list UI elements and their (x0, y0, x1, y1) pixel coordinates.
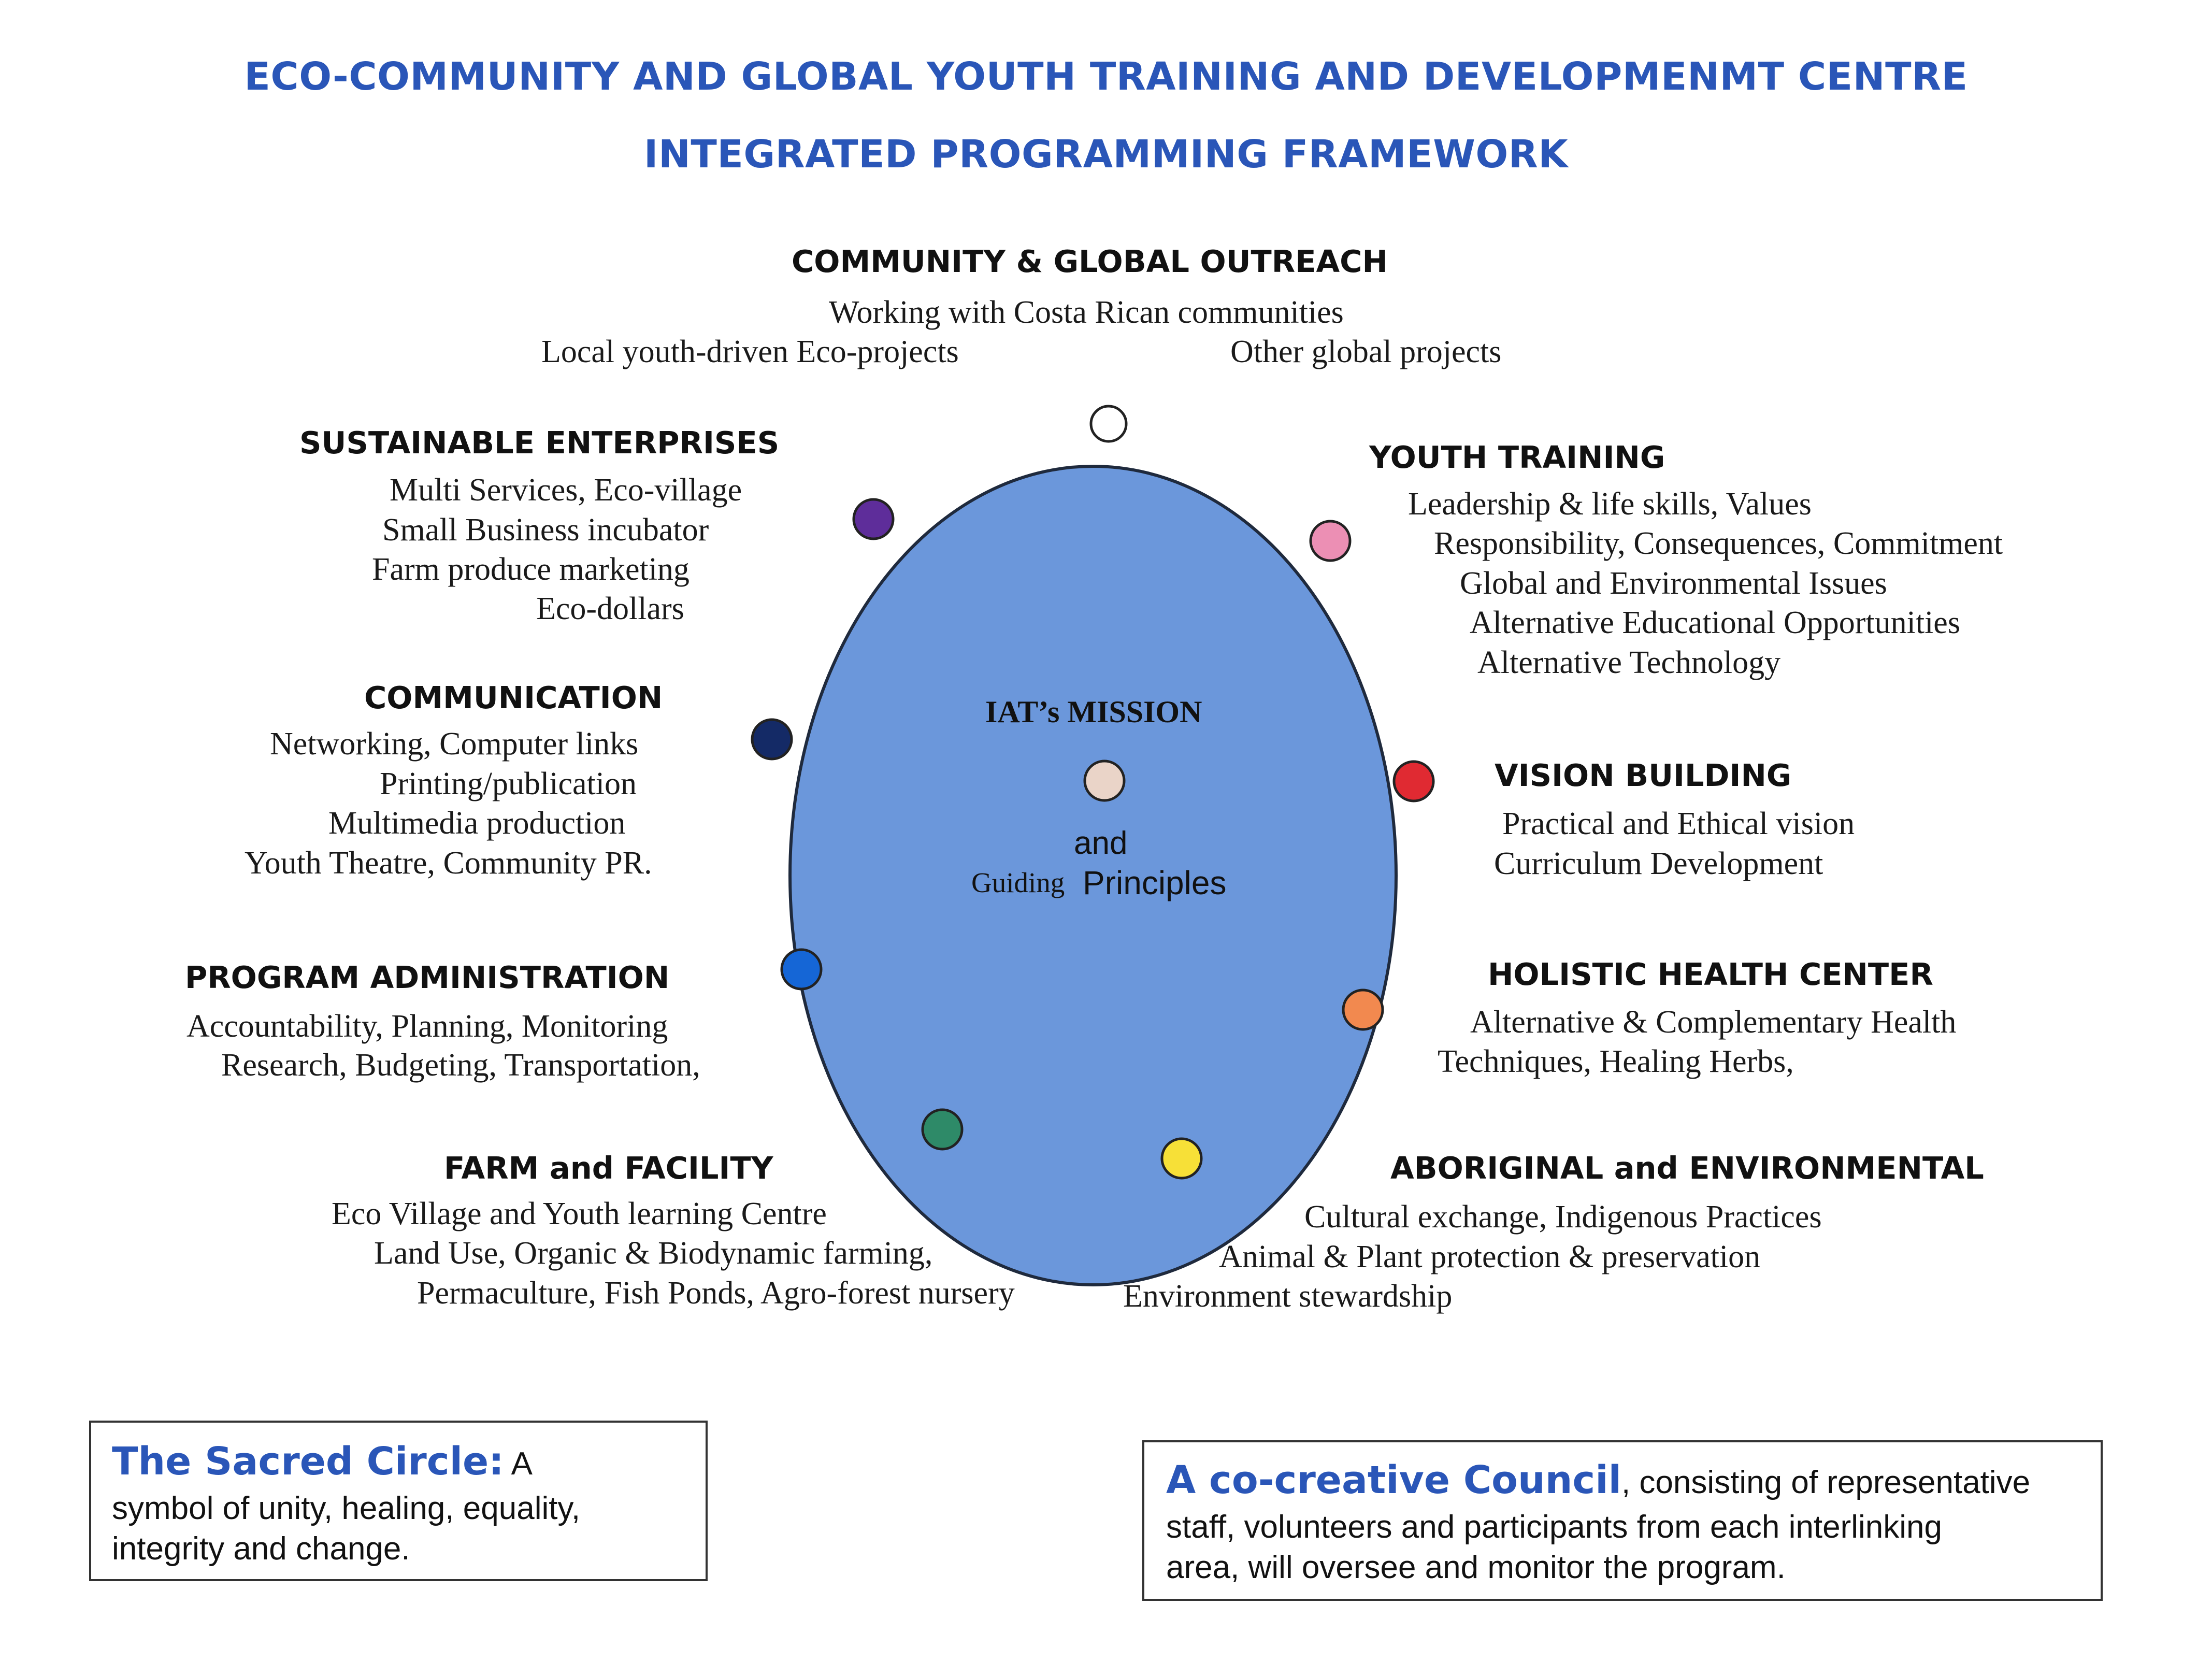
mission-label: IAT’s MISSION (985, 695, 1202, 729)
dot-mission-center (1083, 760, 1126, 802)
health-item: Techniques, Healing Herbs, (1438, 1044, 1794, 1079)
farm-heading: FARM and FACILITY (444, 1150, 773, 1186)
sacred-line-3: integrity and change. (112, 1531, 410, 1567)
sacred-circle-title: The Sacred Circle: (112, 1439, 504, 1484)
communication-item: Youth Theatre, Community PR. (245, 846, 652, 881)
principles-label: Principles (1083, 864, 1227, 901)
aboriginal-item: Environment stewardship (1123, 1279, 1453, 1314)
council-line-1-rest: , consisting of representative (1621, 1465, 2031, 1500)
farm-item: Eco Village and Youth learning Centre (332, 1196, 827, 1231)
sacred-line-2: symbol of unity, healing, equality, (112, 1491, 581, 1526)
enterprises-item: Eco-dollars (536, 591, 684, 626)
youth-item: Leadership & life skills, Values (1408, 486, 1812, 522)
farm-item: Land Use, Organic & Biodynamic farming, (374, 1236, 933, 1271)
enterprises-item: Small Business incubator (382, 512, 709, 548)
council-box: A co-creative Council, consisting of rep… (1142, 1440, 2103, 1601)
youth-item: Alternative Educational Opportunities (1470, 605, 1960, 640)
aboriginal-item: Animal & Plant protection & preservation (1219, 1239, 1761, 1274)
dot-youth-training (1309, 520, 1352, 562)
sacred-circle-box: The Sacred Circle: A symbol of unity, he… (89, 1421, 708, 1581)
enterprises-item: Farm produce marketing (372, 552, 690, 587)
guiding-label: Guiding (971, 867, 1065, 898)
outreach-item: Local youth-driven Eco-projects (541, 334, 959, 369)
dot-aboriginal-environmental (1160, 1137, 1203, 1180)
health-heading: HOLISTIC HEALTH CENTER (1488, 956, 1933, 992)
subtitle: INTEGRATED PROGRAMMING FRAMEWORK (643, 132, 1569, 177)
dot-community-outreach (1089, 405, 1128, 443)
dot-farm-facility (921, 1108, 964, 1151)
communication-item: Printing/publication (380, 766, 637, 801)
health-item: Alternative & Complementary Health (1470, 1005, 1957, 1040)
communication-item: Networking, Computer links (270, 726, 639, 762)
council-line-3: area, will oversee and monitor the progr… (1166, 1550, 1786, 1585)
council-line-2: staff, volunteers and participants from … (1166, 1509, 1942, 1545)
vision-heading: VISION BUILDING (1495, 757, 1792, 793)
youth-item: Responsibility, Consequences, Commitment (1434, 526, 2003, 561)
communication-item: Multimedia production (328, 806, 626, 841)
enterprises-item: Multi Services, Eco-village (390, 472, 742, 508)
sacred-line-1-rest: A (504, 1446, 533, 1482)
and-label: and (1074, 825, 1128, 861)
youth-item: Alternative Technology (1477, 645, 1781, 680)
vision-item: Curriculum Development (1494, 846, 1823, 881)
youth-item: Global and Environmental Issues (1460, 566, 1887, 601)
dot-sustainable-enterprises (852, 498, 895, 540)
dot-vision-building (1392, 760, 1435, 803)
administration-item: Research, Budgeting, Transportation, (221, 1048, 700, 1083)
vision-item: Practical and Ethical vision (1502, 806, 1855, 841)
dot-holistic-health (1342, 988, 1384, 1031)
main-title: ECO-COMMUNITY AND GLOBAL YOUTH TRAINING … (244, 54, 1968, 99)
outreach-heading: COMMUNITY & GLOBAL OUTREACH (792, 243, 1388, 279)
sacred-line-1: The Sacred Circle: A (112, 1439, 533, 1484)
council-title: A co-creative Council (1166, 1458, 1621, 1502)
outreach-item: Working with Costa Rican communities (829, 295, 1344, 330)
communication-heading: COMMUNICATION (364, 680, 663, 715)
administration-item: Accountability, Planning, Monitoring (186, 1009, 668, 1044)
farm-item: Permaculture, Fish Ponds, Agro-forest nu… (417, 1276, 1015, 1311)
dot-program-administration (780, 948, 823, 991)
aboriginal-item: Cultural exchange, Indigenous Practices (1304, 1199, 1822, 1235)
mission-circle (788, 465, 1398, 1286)
aboriginal-heading: ABORIGINAL and ENVIRONMENTAL (1390, 1150, 1984, 1186)
administration-heading: PROGRAM ADMINISTRATION (185, 959, 670, 995)
youth-heading: YOUTH TRAINING (1369, 439, 1665, 475)
council-line-1: A co-creative Council, consisting of rep… (1166, 1458, 2030, 1502)
dot-communication (751, 718, 793, 761)
enterprises-heading: SUSTAINABLE ENTERPRISES (299, 425, 780, 461)
outreach-item: Other global projects (1230, 334, 1502, 369)
